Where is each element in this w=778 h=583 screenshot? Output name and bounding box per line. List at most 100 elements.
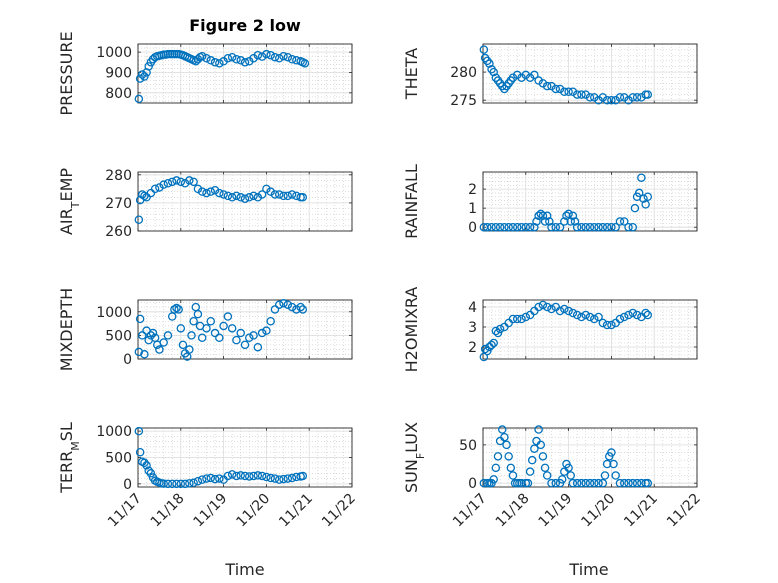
data-point: [167, 479, 177, 489]
data-point: [590, 478, 599, 488]
data-point: [551, 222, 561, 232]
data-point: [609, 459, 618, 469]
y-tick-label: 1000: [96, 45, 132, 61]
data-point: [223, 53, 233, 63]
data-point: [590, 93, 599, 102]
data-point: [632, 310, 642, 320]
data-point: [135, 74, 145, 83]
data-point: [624, 95, 633, 105]
data-point: [215, 59, 224, 68]
data-point: [643, 192, 653, 201]
data-point: [287, 302, 297, 312]
data-point: [138, 190, 147, 199]
data-point: [568, 308, 578, 318]
data-point: [270, 190, 280, 199]
data-point: [185, 176, 194, 185]
data-point: [602, 320, 612, 330]
data-point: [257, 190, 267, 199]
axes-box: [137, 427, 353, 488]
data-point: [279, 191, 288, 201]
data-point: [283, 300, 293, 309]
y-axis-label: SUNFLUX: [402, 422, 427, 493]
data-point: [594, 312, 603, 322]
data-point: [590, 222, 599, 232]
data-point: [641, 200, 650, 209]
data-point: [262, 184, 271, 194]
data-point: [534, 302, 543, 312]
subplot-8: 11/17 11/18 11/19 11/20 11/21 11/22 0 50 SUNFLUX: [402, 422, 704, 530]
subplot-6: 2 3 4 H2OMIXRA: [402, 287, 698, 372]
data-point: [140, 350, 149, 359]
data-point: [630, 203, 640, 213]
data-point: [219, 321, 228, 331]
data-point: [564, 209, 573, 219]
data-point: [155, 183, 164, 192]
data-point: [262, 49, 271, 59]
data-point: [283, 52, 293, 62]
data-point: [227, 52, 237, 62]
data-point: [483, 346, 492, 356]
data-point: [512, 222, 522, 232]
data-point: [521, 70, 531, 80]
data-point: [634, 188, 644, 198]
data-point: [193, 309, 203, 319]
data-point: [551, 84, 561, 94]
data-point: [517, 222, 526, 232]
data-point: [167, 177, 177, 187]
data-point: [279, 299, 288, 308]
data-point: [545, 217, 554, 226]
data-point: [134, 94, 144, 104]
y-tick-label: 500: [105, 451, 132, 467]
data-point: [210, 58, 220, 67]
data-point: [287, 190, 297, 199]
data-point: [489, 338, 498, 348]
data-point: [292, 472, 301, 482]
data-point: [206, 473, 216, 483]
data-point: [538, 79, 548, 88]
data-point: [540, 217, 550, 226]
y-tick-label: 0: [468, 220, 477, 236]
data-point: [602, 459, 612, 469]
data-point: [257, 52, 267, 61]
y-tick-label: 50: [459, 438, 477, 454]
data-point: [542, 471, 552, 480]
data-point: [534, 76, 543, 85]
data-point: [215, 474, 224, 483]
data-point: [134, 347, 144, 357]
data-point: [245, 472, 254, 481]
plot-area: [138, 44, 352, 103]
data-point: [206, 316, 216, 326]
data-point: [624, 478, 633, 488]
data-point: [163, 331, 173, 340]
data-point: [502, 440, 511, 450]
y-tick-label: 1000: [96, 424, 132, 440]
data-point: [585, 478, 595, 488]
data-point: [262, 326, 271, 335]
y-tick-label: 4: [468, 300, 477, 316]
data-point: [534, 211, 543, 221]
data-point: [223, 312, 233, 321]
data-point: [493, 452, 503, 461]
y-tick-label: 270: [105, 196, 132, 212]
data-point: [223, 471, 233, 481]
y-tick-label: 2: [468, 182, 477, 198]
data-point: [562, 211, 571, 221]
data-point: [555, 306, 565, 316]
data-point: [197, 333, 207, 343]
data-point: [619, 93, 629, 102]
data-point: [274, 190, 284, 199]
data-point: [581, 310, 590, 320]
data-point: [146, 188, 156, 198]
data-point: [637, 173, 646, 182]
data-point: [483, 222, 492, 232]
data-point: [551, 478, 561, 488]
data-point: [262, 472, 271, 482]
data-point: [542, 302, 552, 312]
data-point: [594, 222, 603, 232]
data-point: [577, 312, 586, 322]
data-point: [480, 344, 490, 354]
data-point: [530, 444, 539, 453]
y-tick-label: 500: [105, 328, 132, 344]
plot-area: [483, 428, 697, 487]
data-point: [538, 211, 548, 221]
